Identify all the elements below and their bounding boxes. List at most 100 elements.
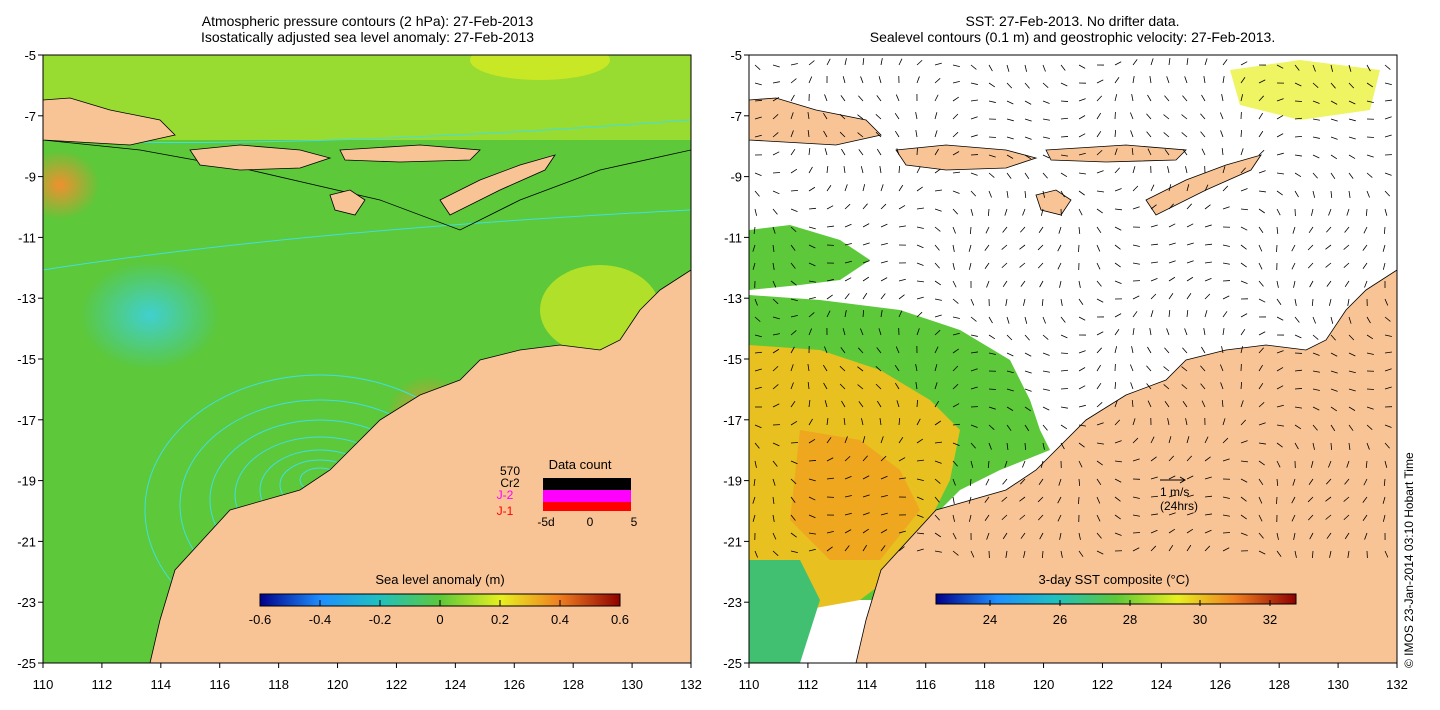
velocity-arrow bbox=[916, 532, 924, 535]
velocity-arrow bbox=[1366, 100, 1374, 103]
right-colorbar-tick-label: 30 bbox=[1193, 612, 1207, 627]
velocity-arrow bbox=[1078, 496, 1080, 505]
velocity-arrow bbox=[934, 496, 940, 503]
velocity-arrow bbox=[1220, 382, 1224, 390]
velocity-arrow bbox=[934, 382, 938, 390]
velocity-arrow bbox=[1348, 118, 1356, 122]
velocity-arrow bbox=[969, 226, 972, 235]
velocity-arrow bbox=[1366, 334, 1374, 340]
velocity-arrow bbox=[790, 364, 794, 372]
velocity-arrow bbox=[1219, 364, 1224, 372]
velocity-arrow bbox=[934, 532, 942, 538]
velocity-arrow bbox=[970, 190, 977, 197]
velocity-arrow bbox=[754, 99, 763, 102]
velocity-arrow bbox=[823, 112, 828, 120]
right-sst-patch-orange bbox=[790, 430, 920, 560]
velocity-arrow bbox=[1114, 167, 1120, 174]
velocity-arrow bbox=[790, 168, 798, 174]
velocity-arrow bbox=[970, 368, 978, 372]
velocity-arrow bbox=[858, 149, 864, 156]
velocity-arrow bbox=[1384, 368, 1392, 372]
velocity-arrow bbox=[1002, 478, 1008, 485]
velocity-arrow bbox=[1163, 366, 1170, 372]
velocity-arrow bbox=[1200, 383, 1206, 390]
velocity-arrow bbox=[1291, 496, 1296, 504]
velocity-arrow bbox=[1325, 496, 1332, 502]
velocity-arrow bbox=[898, 477, 906, 480]
velocity-arrow bbox=[808, 439, 816, 444]
left-title-line1: Atmospheric pressure contours (2 hPa): 2… bbox=[201, 13, 534, 29]
velocity-arrow bbox=[1164, 95, 1170, 102]
velocity-arrow bbox=[1078, 460, 1083, 468]
left-y-tick-label: -5 bbox=[24, 48, 36, 63]
right-x-tick-label: 120 bbox=[1033, 677, 1055, 692]
velocity-arrow bbox=[1006, 82, 1013, 89]
velocity-arrow bbox=[807, 130, 810, 138]
velocity-arrow bbox=[862, 292, 868, 300]
velocity-arrow bbox=[1150, 495, 1159, 498]
velocity-arrow bbox=[1149, 328, 1152, 336]
velocity-arrow bbox=[934, 400, 940, 408]
velocity-arrow bbox=[841, 400, 846, 408]
velocity-arrow bbox=[862, 544, 868, 552]
velocity-arrow bbox=[1006, 136, 1014, 140]
velocity-arrow bbox=[1042, 334, 1049, 340]
velocity-arrow bbox=[1006, 64, 1010, 72]
velocity-arrow bbox=[1059, 532, 1062, 540]
velocity-arrow bbox=[1132, 437, 1139, 444]
velocity-arrow bbox=[1132, 59, 1138, 66]
left-colorbar: Sea level anomaly (m) -0.6 -0.4 -0.2 0 0.2 0.… bbox=[249, 572, 629, 627]
velocity-arrow bbox=[1330, 154, 1338, 160]
velocity-arrow bbox=[844, 495, 852, 498]
velocity-arrow bbox=[1078, 98, 1086, 102]
velocity-arrow bbox=[1181, 132, 1188, 138]
right-colorbar: 3-day SST composite (°C) 24 26 28 30 32 bbox=[935, 572, 1297, 627]
velocity-arrow bbox=[1150, 184, 1155, 192]
velocity-arrow bbox=[1186, 184, 1190, 192]
velocity-arrow bbox=[1042, 352, 1050, 356]
velocity-arrow bbox=[1096, 298, 1104, 303]
velocity-arrow bbox=[1258, 226, 1264, 233]
velocity-arrow bbox=[1330, 172, 1336, 180]
velocity-arrow bbox=[1114, 532, 1122, 536]
velocity-arrow bbox=[1006, 100, 1014, 105]
velocity-arrow bbox=[1201, 148, 1206, 156]
velocity-arrow bbox=[1276, 172, 1284, 175]
velocity-arrow bbox=[1204, 58, 1208, 66]
velocity-arrow bbox=[915, 112, 918, 120]
velocity-arrow bbox=[1276, 190, 1283, 196]
velocity-arrow bbox=[844, 545, 850, 552]
velocity-arrow bbox=[1384, 134, 1392, 138]
velocity-arrow bbox=[1181, 384, 1188, 390]
velocity-arrow bbox=[934, 514, 940, 521]
velocity-arrow bbox=[1258, 190, 1266, 193]
left-x-tick-label: 128 bbox=[562, 677, 584, 692]
right-title-line2: Sealevel contours (0.1 m) and geostrophi… bbox=[869, 29, 1276, 45]
velocity-arrow bbox=[1384, 172, 1392, 176]
velocity-arrow bbox=[808, 548, 816, 552]
velocity-arrow bbox=[1040, 460, 1044, 468]
velocity-arrow bbox=[857, 132, 864, 138]
velocity-arrow bbox=[1041, 298, 1044, 307]
velocity-arrow bbox=[1346, 208, 1350, 216]
velocity-arrow bbox=[1330, 388, 1338, 392]
velocity-arrow bbox=[879, 166, 882, 174]
right-y-tick-label: -15 bbox=[723, 352, 742, 367]
velocity-arrow bbox=[970, 460, 974, 468]
right-title-line1: SST: 27-Feb-2013. No drifter data. bbox=[965, 13, 1180, 29]
velocity-arrow bbox=[970, 64, 977, 70]
velocity-arrow bbox=[934, 112, 938, 120]
velocity-scale-period: (24hrs) bbox=[1160, 499, 1198, 513]
right-colorbar-tick-label: 24 bbox=[983, 612, 997, 627]
velocity-arrow bbox=[988, 388, 997, 390]
velocity-arrow bbox=[1294, 136, 1303, 138]
velocity-arrow bbox=[934, 420, 941, 426]
velocity-arrow bbox=[1312, 442, 1315, 450]
data-count-xtick-5: 5 bbox=[631, 515, 638, 529]
right-x-tick-label: 124 bbox=[1151, 677, 1173, 692]
velocity-arrow bbox=[1114, 148, 1118, 156]
data-count-inset: Data count 570 Cr2 J-2 J-1 -5d 0 5 bbox=[497, 457, 638, 529]
velocity-arrow bbox=[1078, 208, 1083, 216]
velocity-arrow bbox=[1204, 204, 1211, 210]
velocity-arrow bbox=[1114, 129, 1117, 138]
